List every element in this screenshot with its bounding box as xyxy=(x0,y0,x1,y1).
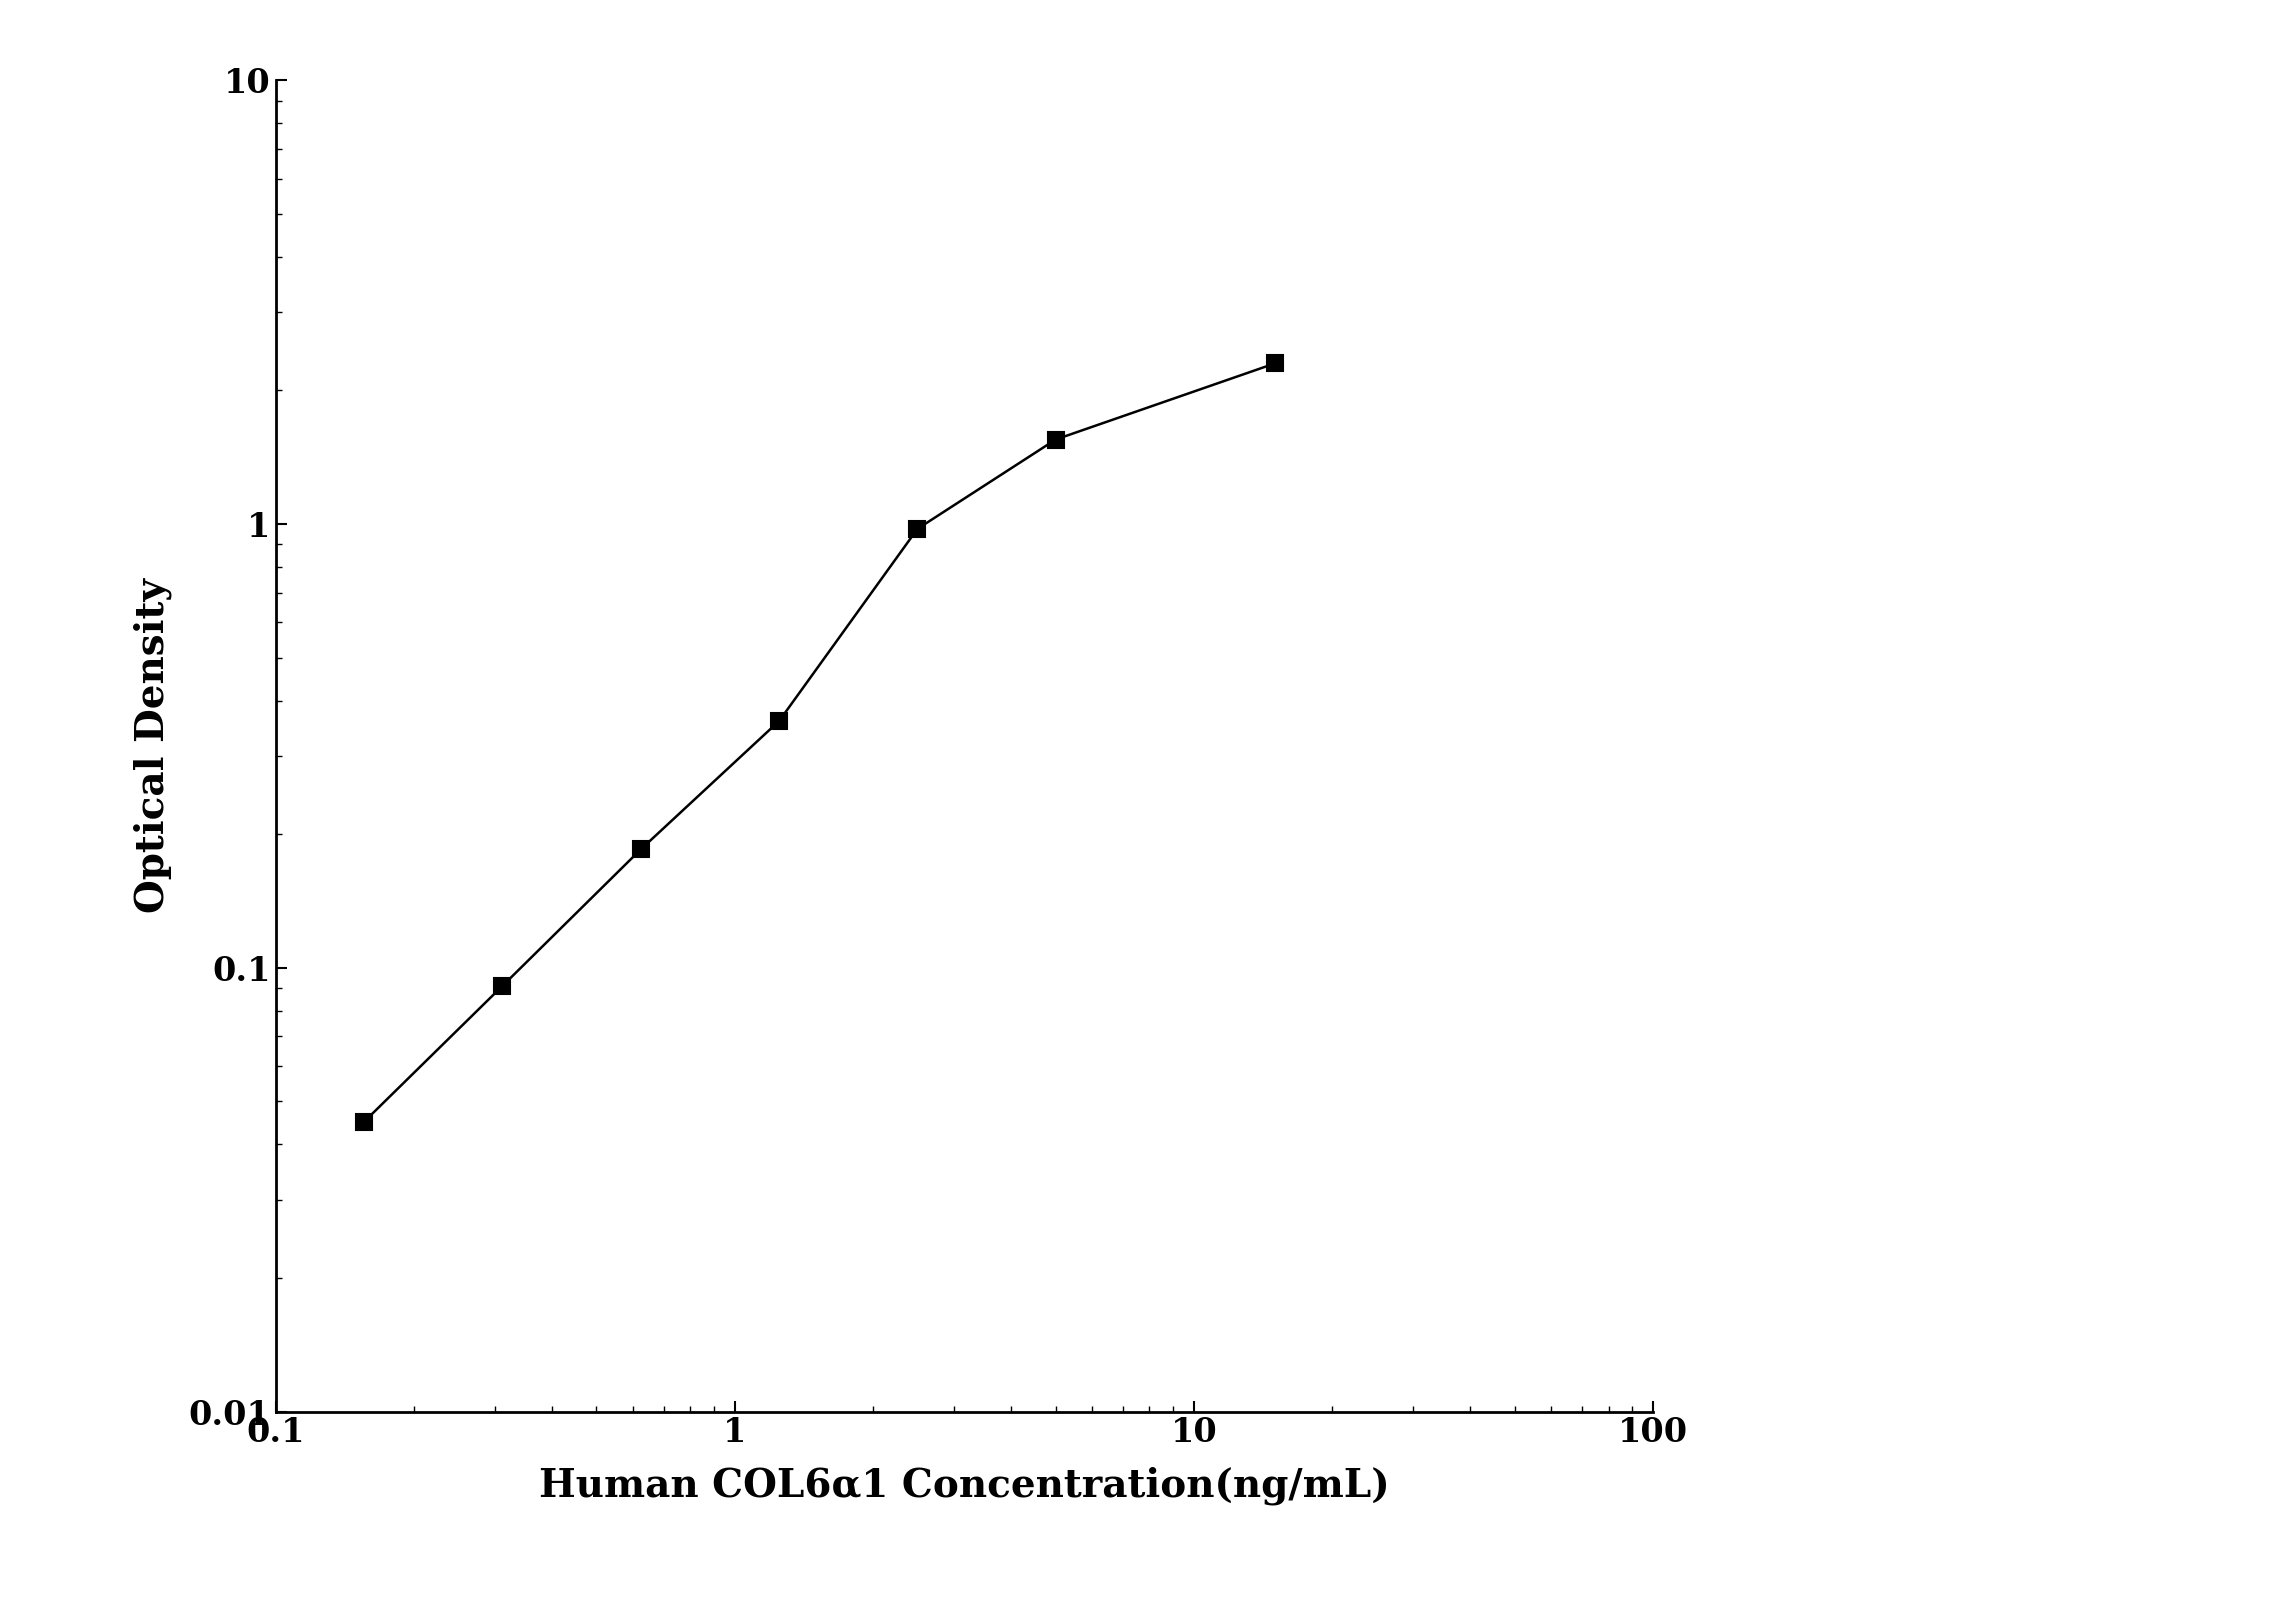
X-axis label: Human COL6α1 Concentration(ng/mL): Human COL6α1 Concentration(ng/mL) xyxy=(540,1466,1389,1505)
Y-axis label: Optical Density: Optical Density xyxy=(133,579,172,913)
